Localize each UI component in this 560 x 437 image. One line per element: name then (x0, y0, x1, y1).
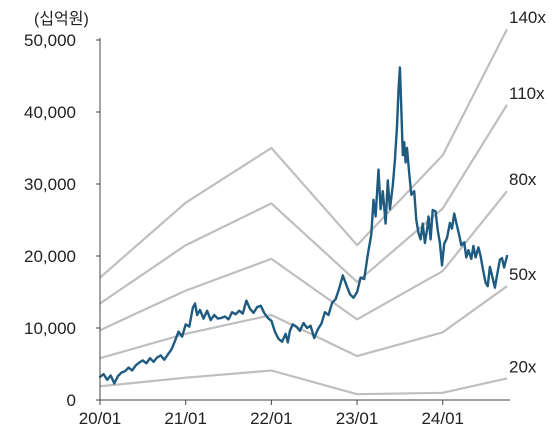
band-label-110x: 110x (509, 84, 545, 103)
band-line-110x (99, 104, 508, 305)
price-series (98, 66, 509, 385)
y-tick-label: 30,000 (24, 175, 76, 194)
band-labels: 140x 110x 80x 50x 20x (509, 8, 546, 376)
band-label-140x: 140x (509, 8, 546, 27)
y-tick-label: 20,000 (24, 247, 76, 266)
band-label-80x: 80x (509, 170, 537, 189)
axes (99, 38, 510, 401)
band-label-50x: 50x (509, 265, 537, 284)
y-tick-label: 50,000 (24, 31, 76, 50)
band-label-20x: 20x (509, 357, 537, 376)
x-tick-label: 24/01 (421, 409, 464, 428)
band-line-140x (99, 28, 508, 279)
x-tick-label: 20/01 (79, 409, 122, 428)
band-lines (99, 28, 508, 396)
y-tick-label: 10,000 (24, 319, 76, 338)
unit-label: (십억원) (34, 10, 89, 28)
band-line-20x (99, 369, 508, 396)
y-ticks: 0 10,000 20,000 30,000 40,000 50,000 (24, 31, 100, 410)
y-tick-label: 40,000 (24, 103, 76, 122)
y-tick-label: 0 (67, 391, 76, 410)
x-tick-label: 23/01 (336, 409, 379, 428)
band-line-80x (99, 190, 508, 332)
x-tick-label: 21/01 (164, 409, 207, 428)
price-line (98, 66, 509, 385)
x-tick-label: 22/01 (250, 409, 293, 428)
x-ticks: 20/01 21/01 22/01 23/01 24/01 (79, 400, 464, 428)
